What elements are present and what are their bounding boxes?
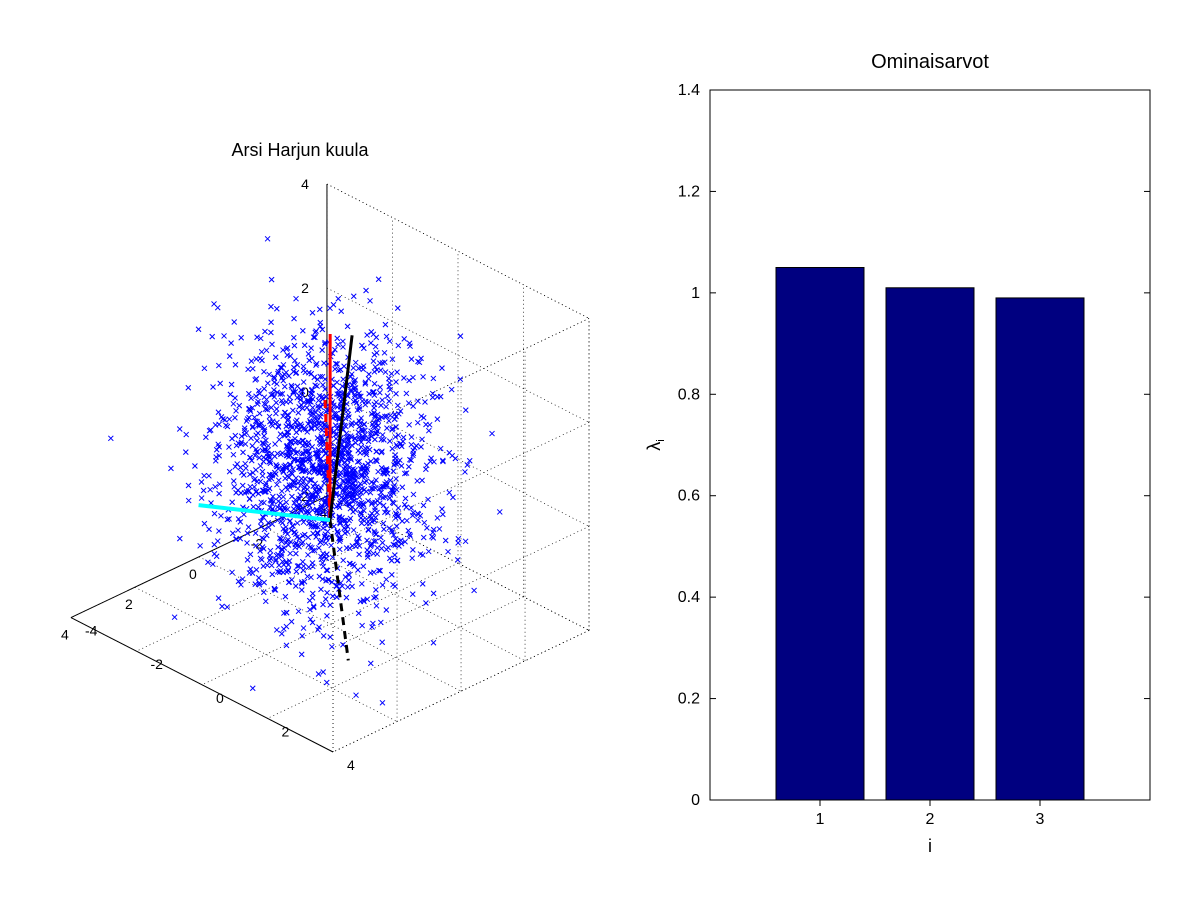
x-tick-label: 2: [125, 596, 133, 612]
scatter3d-title: Arsi Harjun kuula: [30, 140, 570, 161]
bar-xtick: 2: [926, 811, 935, 828]
bar-ytick: 0.8: [678, 386, 700, 403]
x-tick-label: 0: [189, 566, 197, 582]
grid-line: [199, 557, 461, 691]
bar-ytick: 1: [691, 285, 700, 302]
z-tick-label: 2: [301, 280, 309, 296]
y-tick-label: -4: [85, 623, 98, 639]
bar-ytick: 0.2: [678, 691, 700, 708]
y-tick-label: 0: [216, 690, 224, 706]
bar: [886, 288, 974, 800]
bar-chart-panel: Ominaisarvot 0 0.2 0.4 0.6 0.8 1 1.2 1.4 1 2 3 i λi: [620, 40, 1180, 860]
y-tick-label: 4: [347, 757, 355, 773]
scatter3d-panel: -2024420-2-4-4-2024: [30, 100, 630, 880]
bar-xtick: 3: [1036, 811, 1045, 828]
bar: [996, 298, 1084, 800]
bar-xlabel: i: [928, 836, 932, 856]
y-tick-label: 2: [282, 723, 290, 739]
bar-ytick: 0.4: [678, 589, 700, 606]
z-tick-label: 4: [301, 176, 309, 192]
bar-ytick: 0.6: [678, 488, 700, 505]
bar: [776, 268, 864, 801]
bar-chart-title: Ominaisarvot: [871, 51, 989, 73]
bar-xtick: 1: [816, 811, 825, 828]
bar-ytick: 1.4: [678, 82, 700, 99]
bar-ylabel: λi: [644, 439, 667, 450]
x-tick-label: 4: [61, 627, 69, 643]
bar-ytick: 0: [691, 792, 700, 809]
bar-ytick: 1.2: [678, 183, 700, 200]
y-tick-label: -2: [150, 656, 163, 672]
